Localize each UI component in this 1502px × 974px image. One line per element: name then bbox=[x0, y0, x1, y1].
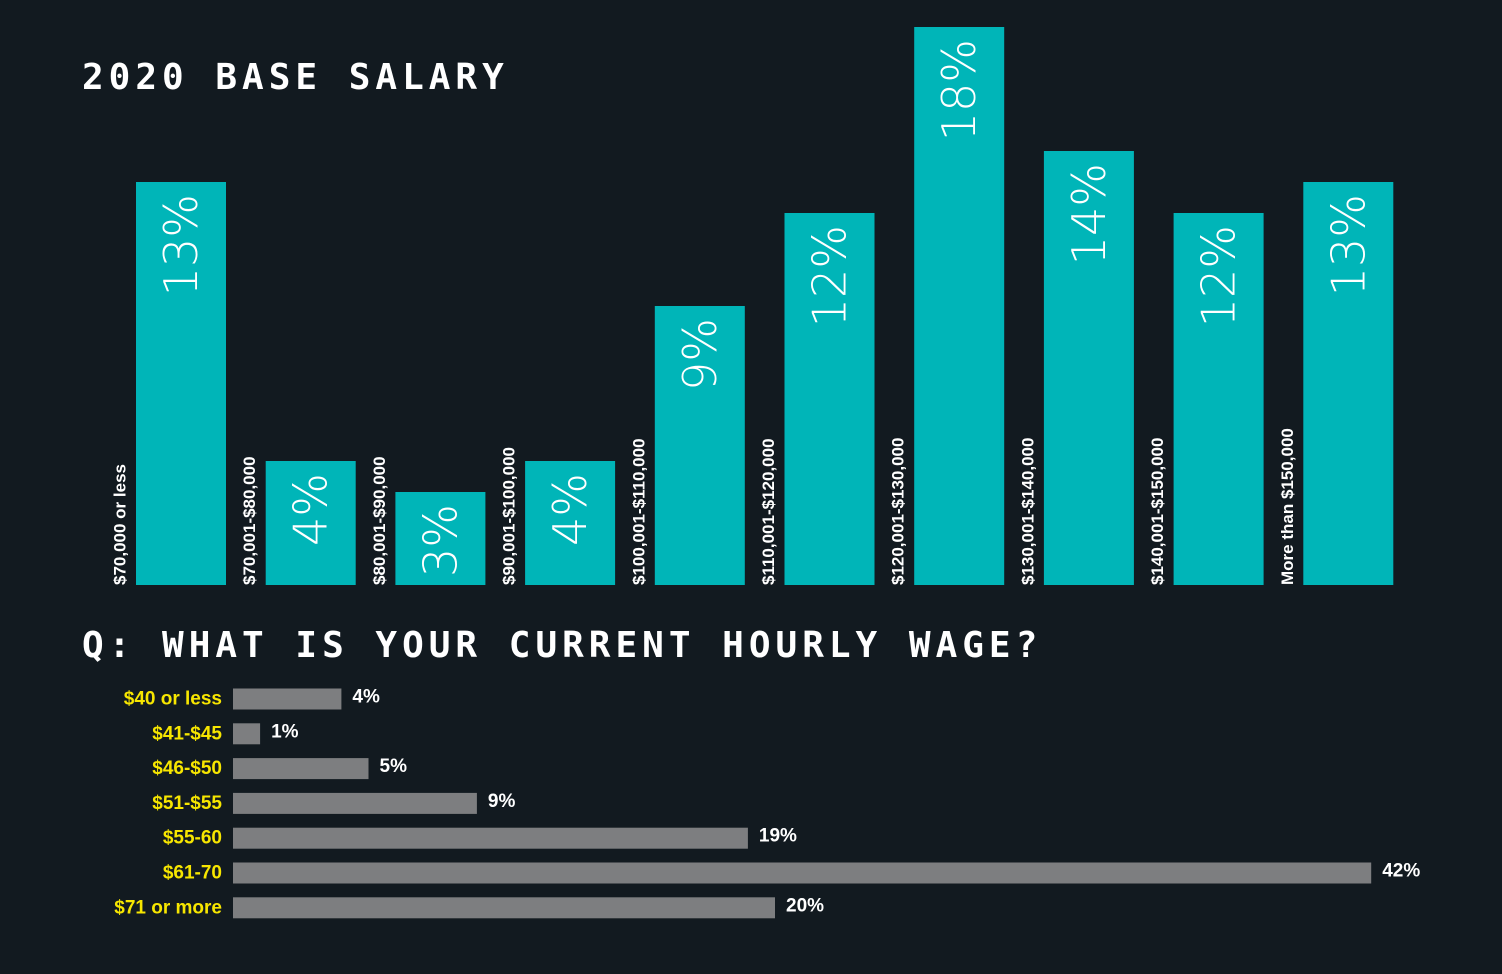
salary-bar bbox=[395, 492, 486, 585]
wage-category-label: $51-$55 bbox=[152, 793, 222, 814]
wage-value-label: 19% bbox=[759, 826, 797, 847]
salary-bar bbox=[1043, 151, 1134, 585]
salary-value-label: 13% bbox=[154, 194, 208, 296]
salary-category-label: $120,001-$130,000 bbox=[889, 438, 908, 585]
salary-category-label: $140,001-$150,000 bbox=[1148, 438, 1167, 585]
wage-bar bbox=[233, 792, 477, 814]
wage-bar bbox=[233, 862, 1372, 884]
wage-value-label: 9% bbox=[488, 791, 516, 812]
wage-category-label: $61-70 bbox=[163, 863, 222, 884]
wage-bar bbox=[233, 897, 775, 919]
salary-value-label: 12% bbox=[803, 225, 857, 327]
salary-bar bbox=[654, 306, 745, 585]
salary-value-label: 14% bbox=[1062, 163, 1116, 265]
salary-value-label: 12% bbox=[1192, 225, 1246, 327]
salary-category-label: $70,000 or less bbox=[111, 464, 130, 585]
salary-value-label: 18% bbox=[932, 39, 986, 141]
wage-value-label: 1% bbox=[271, 721, 299, 742]
wage-bar bbox=[233, 758, 369, 780]
wage-value-label: 42% bbox=[1382, 861, 1420, 882]
wage-value-label: 4% bbox=[352, 687, 380, 708]
wage-value-label: 5% bbox=[380, 756, 408, 777]
salary-category-label: $90,001-$100,000 bbox=[500, 447, 519, 585]
salary-value-label: 9% bbox=[673, 318, 727, 391]
wage-value-label: 20% bbox=[786, 895, 824, 916]
salary-chart-title: 2020 BASE SALARY bbox=[82, 57, 509, 98]
salary-bar bbox=[265, 461, 356, 585]
salary-value-label: 4% bbox=[543, 473, 597, 546]
salary-category-label: $100,001-$110,000 bbox=[629, 438, 648, 585]
salary-category-label: More than $150,000 bbox=[1278, 428, 1297, 585]
salary-bar bbox=[1173, 213, 1264, 585]
wage-bar bbox=[233, 688, 342, 710]
salary-value-label: 4% bbox=[284, 473, 338, 546]
wage-category-label: $46-$50 bbox=[152, 758, 222, 779]
salary-category-label: $130,001-$140,000 bbox=[1018, 438, 1037, 585]
salary-bar bbox=[1303, 182, 1394, 585]
salary-value-label: 3% bbox=[413, 504, 467, 577]
wage-bar bbox=[233, 723, 261, 745]
wage-category-label: $41-$45 bbox=[152, 723, 222, 744]
wage-category-label: $40 or less bbox=[124, 689, 222, 710]
wage-bar bbox=[233, 827, 748, 849]
salary-value-label: 13% bbox=[1321, 194, 1375, 296]
wage-category-label: $55-60 bbox=[163, 828, 222, 849]
salary-bar bbox=[525, 461, 616, 585]
salary-category-label: $70,001-$80,000 bbox=[240, 456, 259, 585]
salary-bar bbox=[136, 182, 226, 585]
salary-bar bbox=[784, 213, 875, 585]
salary-bar bbox=[914, 27, 1005, 585]
salary-category-label: $110,001-$120,000 bbox=[759, 438, 778, 585]
salary-category-label: $80,001-$90,000 bbox=[370, 456, 389, 585]
hourly-wage-chart-title: Q: WHAT IS YOUR CURRENT HOURLY WAGE? bbox=[82, 625, 1043, 666]
wage-category-label: $71 or more bbox=[114, 897, 222, 918]
